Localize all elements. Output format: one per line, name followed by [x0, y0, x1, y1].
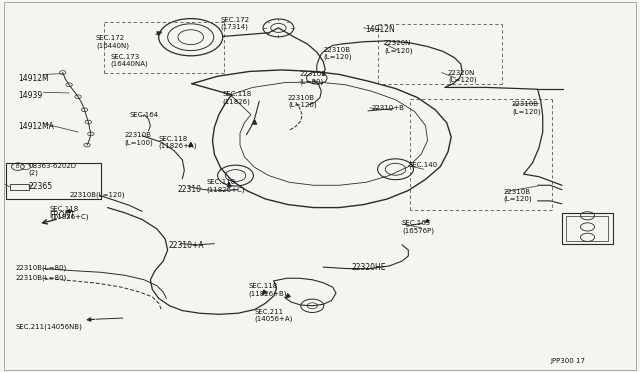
Bar — [6, 163, 101, 199]
Text: SEC.173
(16440NA): SEC.173 (16440NA) — [110, 54, 148, 67]
Text: 14939: 14939 — [18, 91, 42, 100]
Text: SEC.165
(16576P): SEC.165 (16576P) — [402, 220, 434, 234]
Text: 22310B(L=80): 22310B(L=80) — [16, 265, 67, 271]
Text: 22320N
(L=120): 22320N (L=120) — [448, 70, 477, 83]
Text: FRONT: FRONT — [49, 211, 76, 220]
Text: B: B — [15, 164, 19, 169]
Text: 22310: 22310 — [178, 185, 202, 194]
Text: SEC.164: SEC.164 — [129, 112, 159, 118]
Text: JPP300 17: JPP300 17 — [550, 358, 586, 364]
Text: 22310B
(L=120): 22310B (L=120) — [512, 101, 541, 115]
Text: 22310+A: 22310+A — [169, 241, 205, 250]
Bar — [562, 213, 613, 244]
Text: SEC.118
(11826+A): SEC.118 (11826+A) — [159, 136, 197, 149]
Text: SEC.172
(17314): SEC.172 (17314) — [221, 17, 250, 30]
Text: 22365: 22365 — [28, 182, 52, 190]
Text: 22310B
(L=120): 22310B (L=120) — [503, 189, 532, 202]
Text: SEC.140: SEC.140 — [408, 162, 438, 168]
Text: 22310+B: 22310+B — [371, 105, 404, 111]
Text: 14912M: 14912M — [18, 74, 49, 83]
Text: SEC.118
(11826): SEC.118 (11826) — [223, 91, 252, 105]
Text: SEC.211(14056NB): SEC.211(14056NB) — [16, 324, 83, 330]
Text: SEC.172
(16440N): SEC.172 (16440N) — [96, 35, 129, 49]
Text: 22310B
(L=120): 22310B (L=120) — [288, 95, 317, 108]
Text: 22310B(L=120): 22310B(L=120) — [69, 192, 125, 198]
Text: 22310B
(L=120): 22310B (L=120) — [323, 46, 352, 60]
Text: 22320HE: 22320HE — [352, 263, 387, 272]
Text: 22310B
(L=100): 22310B (L=100) — [125, 132, 154, 145]
Text: SEC.118
(11826+C): SEC.118 (11826+C) — [50, 206, 88, 220]
Bar — [566, 216, 608, 241]
Text: 14912N: 14912N — [365, 25, 394, 34]
Text: SEC.118
(11826+B): SEC.118 (11826+B) — [248, 283, 287, 297]
Text: SEC.118
(11826+C): SEC.118 (11826+C) — [206, 179, 244, 193]
Text: 14912MA: 14912MA — [18, 122, 54, 131]
Text: 08363-6202D
(2): 08363-6202D (2) — [28, 163, 76, 176]
Text: 22310B
(L=80): 22310B (L=80) — [300, 71, 326, 85]
Text: SEC.211
(14056+A): SEC.211 (14056+A) — [255, 309, 293, 322]
Bar — [10, 184, 29, 190]
Text: 22320N
(L=120): 22320N (L=120) — [384, 40, 413, 54]
Text: 22310B(L=80): 22310B(L=80) — [16, 275, 67, 281]
